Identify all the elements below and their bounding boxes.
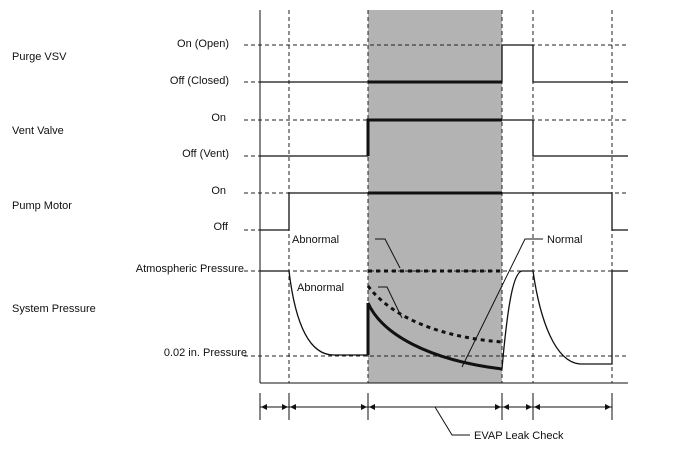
vent-valve-label: Vent Valve	[12, 125, 64, 137]
system-pressure-waveform	[260, 269, 628, 371]
evap-leak-check-label: EVAP Leak Check	[474, 430, 564, 442]
leak-check-shaded-region	[368, 10, 502, 383]
pump-motor-low-label: Off	[214, 221, 229, 233]
system-pressure-label: System Pressure	[12, 303, 96, 315]
pressure-normal-trace	[366, 302, 503, 371]
abnormal-mid-annotation: Abnormal	[297, 282, 344, 294]
purge-vsv-label: Purge VSV	[12, 51, 67, 63]
annotation-leaders	[375, 238, 543, 368]
pump-motor-high-label: On	[211, 185, 226, 197]
pressure-low-label: 0.02 in. Pressure	[164, 347, 247, 359]
purge-vsv-high-label: On (Open)	[177, 38, 229, 50]
pump-motor-waveform	[260, 191, 628, 231]
pressure-high-label: Atmospheric Pressure	[136, 263, 244, 275]
normal-annotation: Normal	[547, 234, 582, 246]
vent-valve-waveform	[260, 118, 628, 157]
purge-vsv-waveform	[260, 44, 628, 84]
interval-bar	[259, 393, 613, 436]
purge-vsv-low-label: Off (Closed)	[170, 75, 229, 87]
pressure-abnormal-small-leak-trace	[366, 285, 503, 344]
pump-motor-label: Pump Motor	[12, 200, 72, 212]
abnormal-top-annotation: Abnormal	[292, 234, 339, 246]
vent-valve-high-label: On	[211, 112, 226, 124]
vent-valve-low-label: Off (Vent)	[182, 148, 229, 160]
